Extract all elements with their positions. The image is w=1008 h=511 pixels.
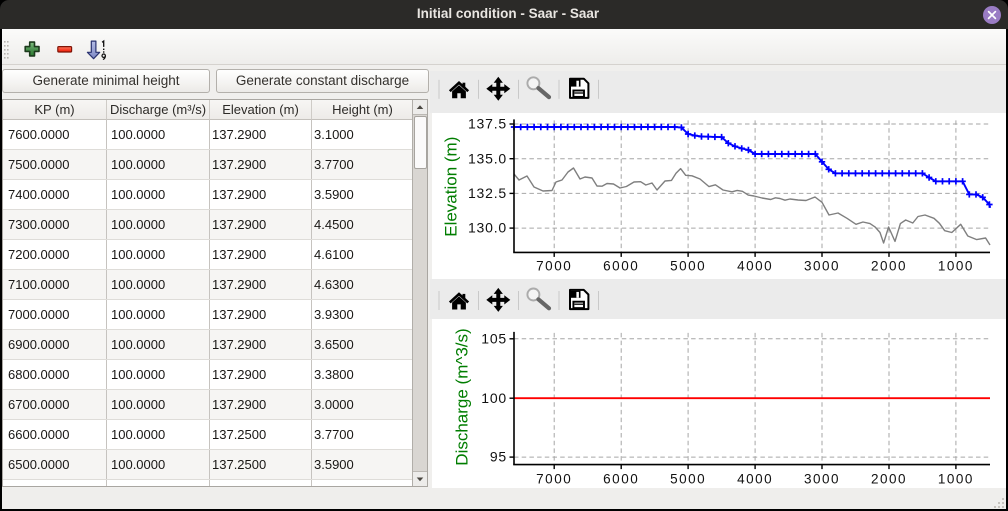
svg-text:5000: 5000: [670, 472, 706, 487]
svg-text:7000: 7000: [536, 259, 572, 274]
svg-text:132.5: 132.5: [468, 185, 507, 201]
svg-text:130.0: 130.0: [468, 220, 507, 236]
svg-text:2000: 2000: [871, 259, 907, 274]
svg-text:6000: 6000: [603, 259, 639, 274]
svg-text:135.0: 135.0: [468, 150, 507, 166]
svg-text:Elevation (m): Elevation (m): [441, 137, 460, 237]
svg-text:7000: 7000: [536, 472, 572, 487]
svg-text:100: 100: [481, 390, 507, 406]
svg-text:5000: 5000: [670, 259, 706, 274]
svg-text:Discharge (m^3/s): Discharge (m^3/s): [453, 328, 472, 465]
svg-text:1000: 1000: [938, 259, 974, 274]
svg-text:2000: 2000: [871, 472, 907, 487]
svg-text:4000: 4000: [737, 259, 773, 274]
svg-text:4000: 4000: [737, 472, 773, 487]
svg-text:1000: 1000: [938, 472, 974, 487]
svg-text:3000: 3000: [804, 259, 840, 274]
svg-text:137.5: 137.5: [468, 116, 507, 132]
svg-text:3000: 3000: [804, 472, 840, 487]
svg-text:6000: 6000: [603, 472, 639, 487]
svg-text:95: 95: [490, 449, 507, 465]
svg-text:105: 105: [481, 330, 507, 346]
